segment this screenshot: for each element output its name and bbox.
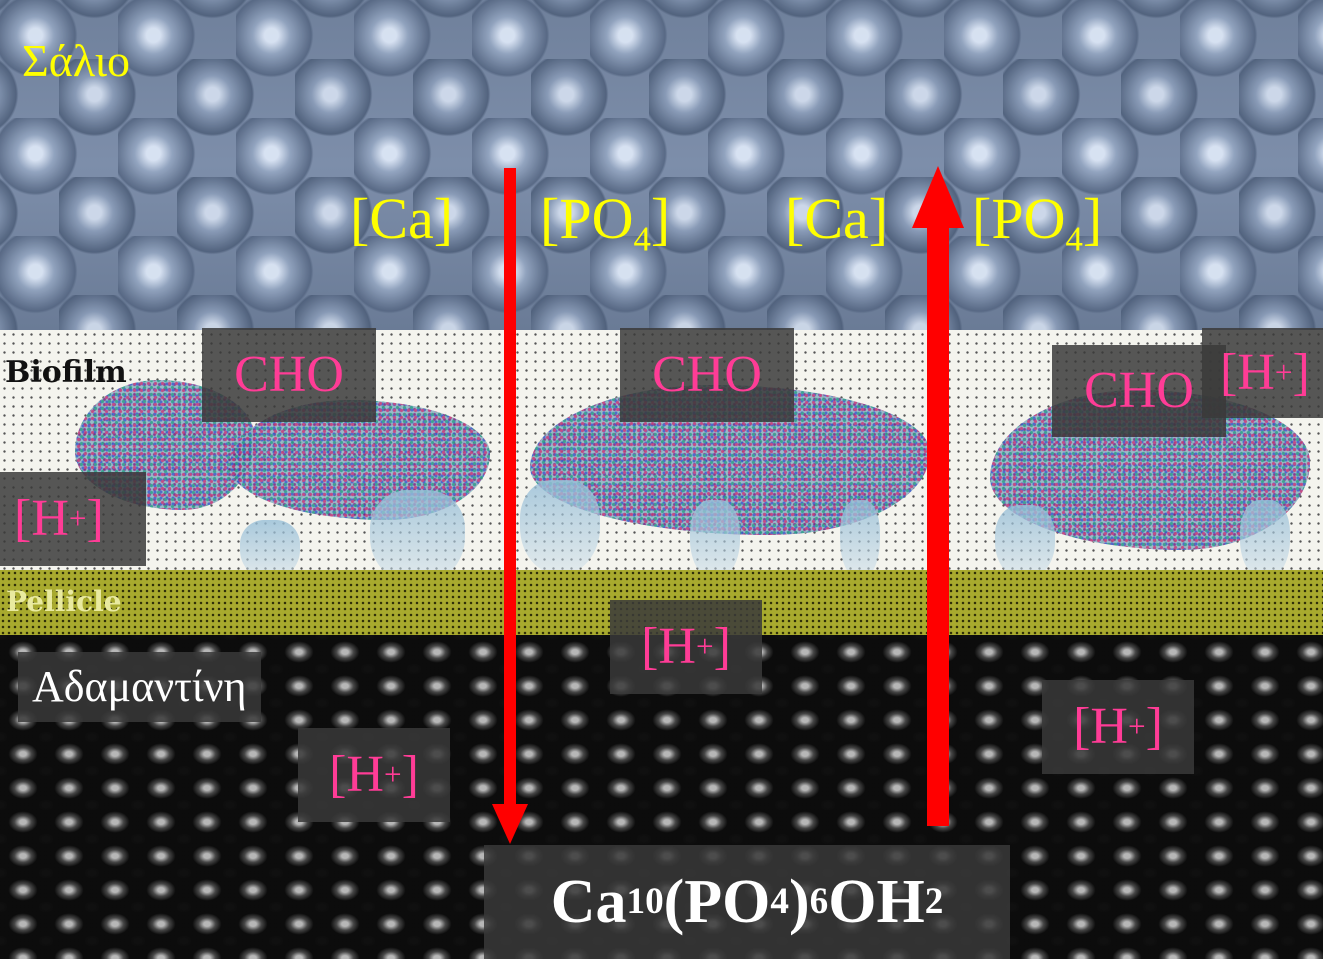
hplus-4-base: [H <box>329 749 384 801</box>
saliva-layer <box>0 0 1323 330</box>
po4-left-base: [PO <box>540 186 633 251</box>
ca-ion-right: [Ca] <box>785 190 888 248</box>
hplus-5-base: [H <box>1073 701 1128 753</box>
hplus-3-base: [H <box>641 621 696 673</box>
pellicle-label: Pellicle <box>6 585 122 618</box>
hplus-box-enamel-right: [H +] <box>1042 680 1194 774</box>
demineralization-arrow <box>490 168 530 848</box>
bacteria-stalk-4 <box>690 500 740 580</box>
remineralization-arrow-head <box>912 166 964 228</box>
po4-right-close: ] <box>1083 186 1102 251</box>
demineralization-arrow-shaft <box>504 168 516 808</box>
cho-label-2: CHO <box>652 349 762 401</box>
hplus-2-base: [H <box>14 493 69 545</box>
formula-oh: OH <box>828 871 924 933</box>
hplus-1-base: [H <box>1220 347 1275 399</box>
formula-ca: Ca <box>551 871 627 933</box>
hplus-box-enamel-left: [H +] <box>298 728 450 822</box>
demineralization-arrow-head <box>492 804 528 844</box>
remineralization-arrow <box>910 166 966 828</box>
po4-ion-left: [PO4] <box>540 190 670 248</box>
bacteria-stalk-6 <box>995 505 1055 580</box>
bacteria-stalk-3 <box>520 480 600 575</box>
enamel-label-text: Αδαμαντίνη <box>32 665 247 709</box>
hplus-4-close: ] <box>402 749 419 801</box>
cho-box-1: CHO <box>202 328 376 422</box>
enamel-label: Αδαμαντίνη <box>18 652 261 722</box>
po4-left-close: ] <box>651 186 670 251</box>
hplus-2-close: ] <box>86 493 103 545</box>
po4-right-base: [PO <box>972 186 1065 251</box>
cho-box-3: CHO <box>1052 345 1226 437</box>
hplus-box-biofilm-right: [H +] <box>1202 328 1323 418</box>
po4-right-sub: 4 <box>1065 220 1082 259</box>
remineralization-arrow-shaft <box>927 224 949 826</box>
formula-paren-close: ) <box>789 871 810 933</box>
formula-po: (PO <box>664 871 771 933</box>
po4-ion-right: [PO4] <box>972 190 1102 248</box>
ca-ion-left: [Ca] <box>350 190 453 248</box>
hplus-box-pellicle: [H +] <box>610 600 762 694</box>
saliva-label: Σάλιο <box>22 38 130 84</box>
po4-left-sub: 4 <box>633 220 650 259</box>
hplus-5-close: ] <box>1146 701 1163 753</box>
cho-label-1: CHO <box>234 349 344 401</box>
biofilm-label: Biofilm <box>5 355 127 390</box>
bacteria-stalk-7 <box>1240 500 1290 580</box>
hplus-1-close: ] <box>1292 347 1309 399</box>
bacteria-stalk-5 <box>840 500 880 580</box>
hplus-3-close: ] <box>714 621 731 673</box>
cho-label-3: CHO <box>1084 365 1194 417</box>
hydroxyapatite-formula: Ca 10 (PO 4) 6 OH 2 <box>484 845 1010 959</box>
hplus-box-biofilm-left: [H +] <box>0 472 146 566</box>
cho-box-2: CHO <box>620 328 794 422</box>
